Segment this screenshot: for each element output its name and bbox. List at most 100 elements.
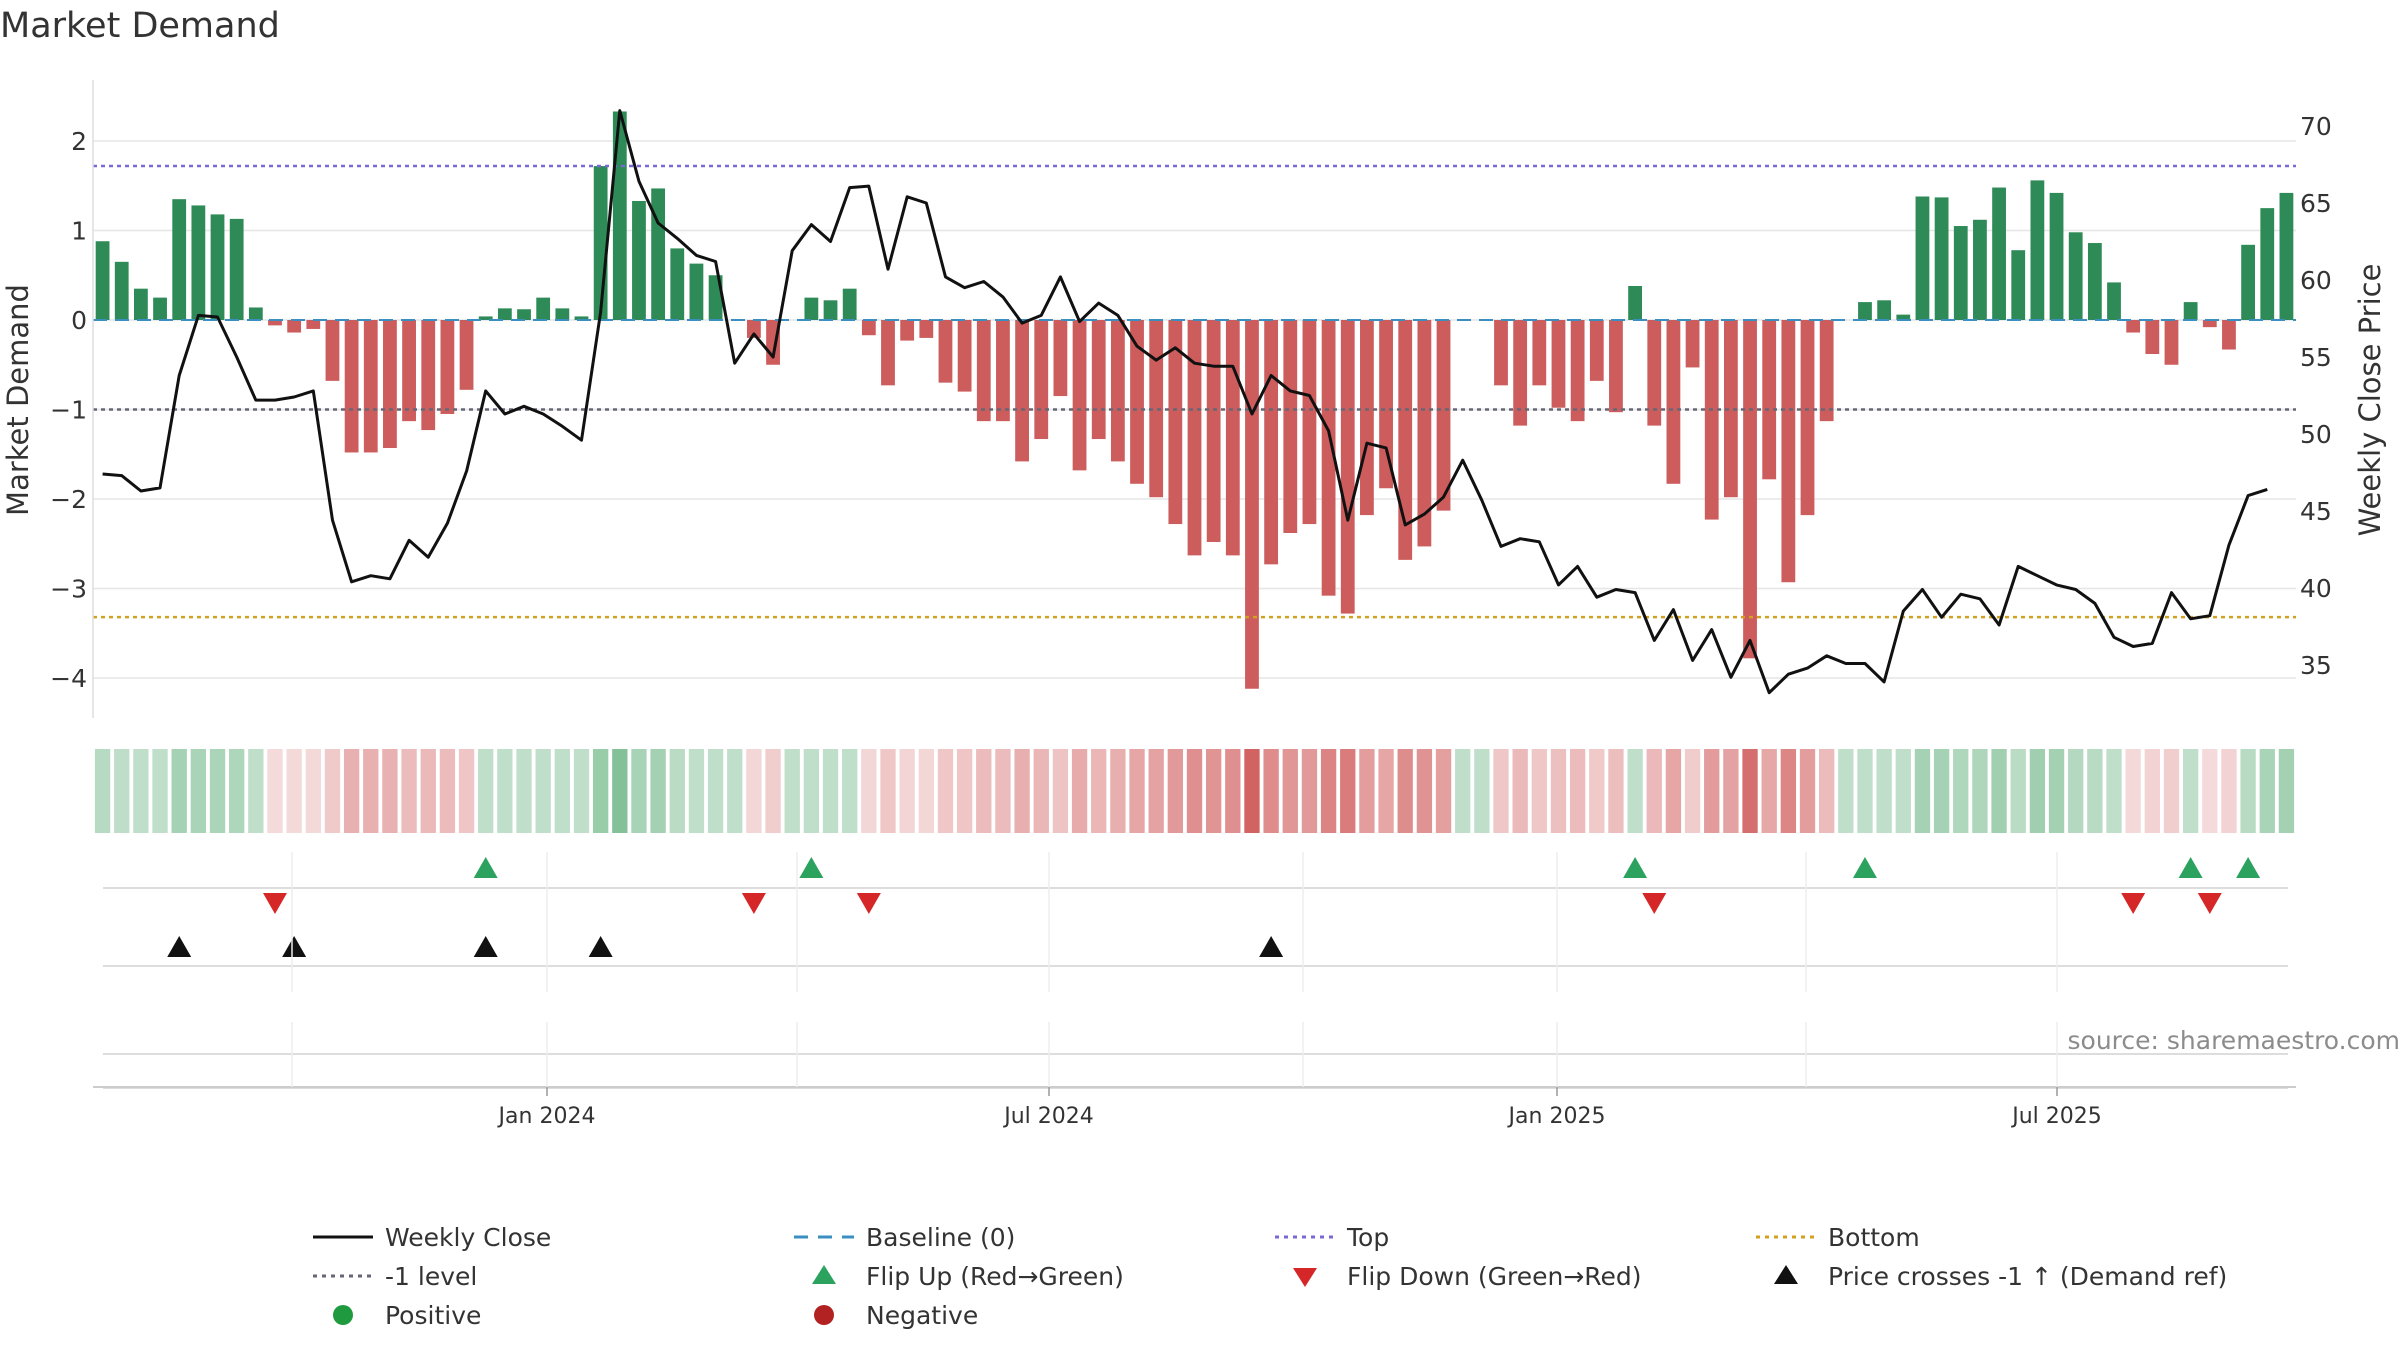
heat-cell bbox=[305, 749, 321, 833]
legend-swatch bbox=[1774, 1265, 1798, 1284]
heat-cell bbox=[956, 749, 973, 833]
negative-bar bbox=[287, 320, 302, 333]
heat-cell bbox=[1186, 749, 1203, 833]
heat-cell bbox=[1933, 749, 1950, 833]
positive-bar bbox=[1628, 285, 1642, 320]
positive-bar bbox=[689, 263, 704, 320]
heat-cell bbox=[669, 749, 685, 833]
negative-bar bbox=[363, 320, 378, 453]
heat-cell bbox=[1225, 749, 1241, 833]
negative-bar bbox=[1685, 320, 1700, 368]
heat-cell bbox=[1531, 749, 1547, 833]
legend-label: Weekly Close bbox=[385, 1223, 551, 1252]
negative-bar bbox=[1149, 320, 1164, 498]
heat-cell bbox=[1895, 749, 1911, 833]
heat-cell bbox=[420, 749, 436, 833]
heat-cell bbox=[784, 749, 800, 833]
heat-cell bbox=[1282, 749, 1298, 833]
negative-bar bbox=[421, 320, 436, 431]
heat-cell bbox=[1704, 749, 1720, 833]
positive-bar bbox=[2107, 282, 2121, 320]
x-axis: Jan 2024 Jul 2024 Jan 2025 Jul 2025 bbox=[93, 852, 2296, 1129]
heat-cell bbox=[2068, 749, 2084, 833]
negative-bar bbox=[1494, 320, 1508, 386]
heat-cell bbox=[1320, 749, 1337, 833]
positive-bar bbox=[191, 205, 206, 320]
negative-bar bbox=[459, 320, 474, 390]
positive-bar bbox=[114, 261, 129, 320]
negative-bar bbox=[900, 320, 915, 341]
positive-bar bbox=[842, 288, 857, 320]
negative-bar bbox=[976, 320, 991, 422]
flip-up-marker bbox=[2178, 857, 2203, 878]
heat-cell bbox=[1608, 749, 1624, 833]
heat-cell bbox=[1244, 749, 1260, 833]
negative-bar bbox=[861, 320, 876, 336]
heat-cell bbox=[2240, 749, 2256, 833]
heat-cell bbox=[1129, 749, 1145, 833]
price-cross-marker bbox=[282, 936, 307, 957]
heat-cell bbox=[1665, 749, 1682, 833]
negative-bar bbox=[1264, 320, 1279, 565]
flip-down-marker bbox=[741, 893, 766, 914]
left-tick-label: 2 bbox=[71, 127, 87, 156]
negative-bar bbox=[1072, 320, 1087, 471]
heat-cell bbox=[1512, 749, 1528, 833]
heat-cell bbox=[2106, 749, 2122, 833]
heat-cell bbox=[765, 749, 781, 833]
positive-bar bbox=[2279, 192, 2294, 320]
left-tick-label: −4 bbox=[50, 664, 87, 693]
heat-cell bbox=[688, 749, 705, 833]
negative-bar bbox=[344, 320, 359, 453]
positive-bar bbox=[1953, 226, 1968, 320]
negative-bar bbox=[1609, 320, 1623, 413]
heat-cell bbox=[516, 749, 532, 833]
negative-bar bbox=[1015, 320, 1029, 462]
legend-label: Positive bbox=[385, 1301, 481, 1330]
legend-item-flip-up-red-green: Flip Up (Red→Green) bbox=[812, 1262, 1124, 1291]
heat-cell bbox=[229, 749, 245, 833]
legend-swatch bbox=[1293, 1268, 1317, 1287]
negative-bar bbox=[1819, 320, 1834, 422]
heat-cell bbox=[401, 749, 417, 833]
positive-bar bbox=[478, 316, 493, 320]
x-tick-label: Jan 2025 bbox=[1507, 1104, 1606, 1129]
positive-bar bbox=[1896, 314, 1911, 320]
positive-bar bbox=[229, 218, 244, 320]
legend: Weekly Close Baseline (0) Top Bottom -1 leve… bbox=[313, 1223, 2227, 1330]
chart-title: Market Demand bbox=[0, 6, 280, 46]
positive-bar bbox=[2068, 232, 2083, 320]
legend-label: Price crosses -1 ↑ (Demand ref) bbox=[1828, 1262, 2227, 1291]
heat-cell bbox=[554, 749, 570, 833]
heat-cell bbox=[1110, 749, 1126, 833]
positive-bar bbox=[248, 307, 263, 320]
positive-bar bbox=[95, 241, 110, 320]
negative-bar bbox=[1589, 320, 1604, 381]
heat-cell bbox=[937, 749, 954, 833]
negative-bar bbox=[1800, 320, 1815, 516]
source-note: source: sharemaestro.com bbox=[2068, 1026, 2400, 1055]
heat-cell bbox=[1397, 749, 1413, 833]
heat-cell bbox=[439, 749, 456, 833]
flip-down-marker bbox=[262, 893, 287, 914]
negative-bar bbox=[1723, 320, 1738, 498]
positive-bar bbox=[632, 200, 646, 320]
heat-cell bbox=[2163, 749, 2180, 833]
legend-item-price-crosses-1-demand-ref: Price crosses -1 ↑ (Demand ref) bbox=[1774, 1262, 2227, 1291]
negative-bar bbox=[1532, 320, 1547, 386]
heat-cell bbox=[190, 749, 207, 833]
legend-item-flip-down-green-red: Flip Down (Green→Red) bbox=[1293, 1262, 1642, 1291]
heat-cell bbox=[995, 749, 1011, 833]
heat-cell bbox=[1953, 749, 1969, 833]
flip-up-marker bbox=[473, 857, 498, 878]
heat-cell bbox=[133, 749, 149, 833]
left-tick-label: −3 bbox=[50, 575, 87, 604]
negative-bar bbox=[1091, 320, 1106, 440]
heat-cell bbox=[1780, 749, 1797, 833]
heat-cell bbox=[535, 749, 551, 833]
price-cross-marker bbox=[473, 936, 498, 957]
negative-bar bbox=[306, 320, 321, 329]
heat-cell bbox=[1991, 749, 2007, 833]
heat-cell bbox=[650, 749, 666, 833]
